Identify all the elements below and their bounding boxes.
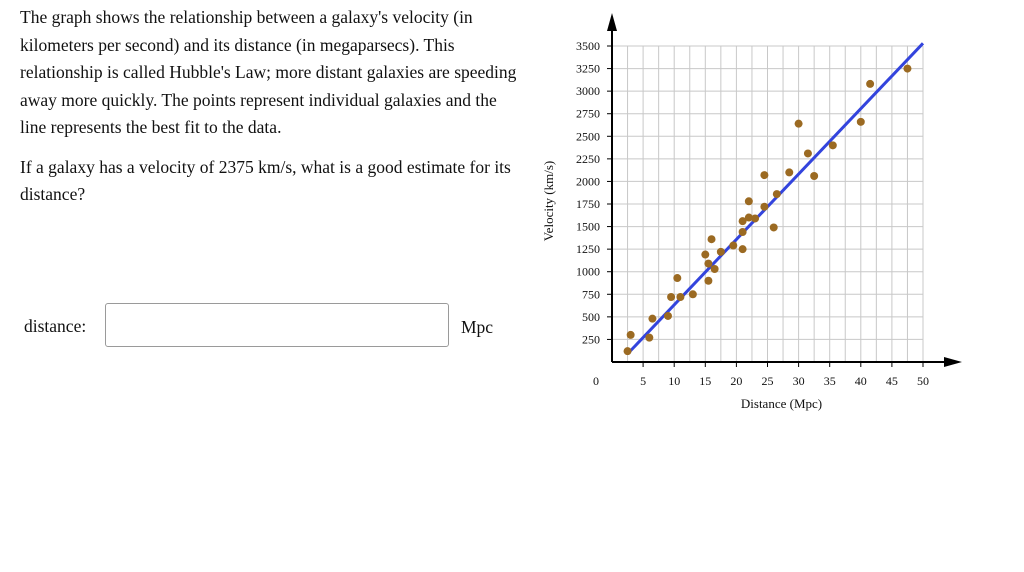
data-point [676, 292, 685, 301]
data-point [704, 259, 713, 268]
best-fit-line [626, 42, 925, 355]
data-point [828, 141, 837, 150]
question-paragraph-intro: The graph shows the relationship between… [20, 7, 517, 137]
y-axis-arrow [607, 13, 617, 31]
data-point [866, 79, 875, 88]
x-tick-label: 30 [793, 374, 805, 388]
y-tick-label: 3000 [576, 84, 600, 98]
data-point [785, 168, 794, 177]
data-point [810, 172, 819, 181]
data-point [760, 171, 769, 180]
distance-input[interactable] [105, 303, 449, 347]
data-point [707, 235, 716, 244]
y-tick-label: 3250 [576, 62, 600, 76]
y-tick-label: 750 [582, 287, 600, 301]
data-point [760, 202, 769, 211]
data-point [710, 265, 719, 274]
y-tick-label: 1750 [576, 197, 600, 211]
y-tick-label: 3500 [576, 39, 600, 53]
data-point [729, 241, 738, 250]
answer-row: distance: Mpc [24, 303, 544, 349]
y-axis-title: Velocity (km/s) [541, 161, 556, 242]
y-tick-label: 2000 [576, 174, 600, 188]
data-point [667, 292, 676, 301]
data-point [803, 149, 812, 158]
x-tick-label: 20 [730, 374, 742, 388]
x-tick-label: 15 [699, 374, 711, 388]
data-point [772, 190, 781, 199]
x-axis-title: Distance (Mpc) [741, 396, 822, 411]
y-tick-label: 1000 [576, 265, 600, 279]
x-tick-label: 10 [668, 374, 680, 388]
data-point [744, 213, 753, 222]
x-tick-label: 35 [824, 374, 836, 388]
unit-label: Mpc [461, 317, 494, 337]
data-point [856, 117, 865, 126]
data-point [794, 119, 803, 128]
data-point [645, 333, 654, 342]
distance-label: distance: [24, 316, 87, 336]
y-tick-label: 500 [582, 310, 600, 324]
data-point [663, 311, 672, 320]
data-point [738, 227, 747, 236]
data-point [716, 247, 725, 256]
data-point [623, 347, 632, 356]
x-tick-label: 40 [855, 374, 867, 388]
x-tick-label: 50 [917, 374, 929, 388]
x-origin-label: 0 [593, 374, 599, 388]
data-point [744, 197, 753, 206]
question-paragraph-prompt: If a galaxy has a velocity of 2375 km/s,… [20, 156, 511, 205]
y-tick-label: 1250 [576, 242, 600, 256]
data-point [701, 250, 710, 259]
data-point [688, 290, 697, 299]
data-point [751, 214, 760, 223]
data-point [738, 217, 747, 226]
y-tick-label: 2500 [576, 129, 600, 143]
data-point [769, 223, 778, 232]
x-tick-label: 5 [640, 374, 646, 388]
y-tick-label: 250 [582, 332, 600, 346]
data-point [903, 64, 912, 73]
question-text: The graph shows the relationship between… [20, 4, 520, 209]
y-tick-label: 1500 [576, 220, 600, 234]
y-tick-label: 2750 [576, 107, 600, 121]
y-tick-label: 2250 [576, 152, 600, 166]
x-tick-label: 45 [886, 374, 898, 388]
x-tick-label: 25 [762, 374, 774, 388]
data-point [673, 274, 682, 283]
data-point [704, 276, 713, 285]
data-point [738, 245, 747, 254]
data-point [626, 330, 635, 339]
x-axis-arrow [944, 357, 962, 367]
data-point [648, 314, 657, 323]
